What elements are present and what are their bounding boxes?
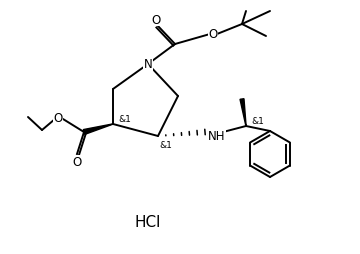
Text: O: O — [208, 27, 218, 40]
Text: &1: &1 — [159, 141, 172, 150]
Text: &1: &1 — [118, 115, 131, 124]
Text: NH: NH — [208, 129, 226, 142]
Polygon shape — [83, 124, 113, 135]
Text: HCl: HCl — [135, 215, 161, 230]
Text: &1: &1 — [252, 117, 265, 126]
Polygon shape — [240, 99, 246, 126]
Text: N: N — [144, 58, 152, 71]
Text: O: O — [151, 13, 161, 26]
Text: O: O — [53, 112, 63, 125]
Text: O: O — [72, 156, 82, 169]
